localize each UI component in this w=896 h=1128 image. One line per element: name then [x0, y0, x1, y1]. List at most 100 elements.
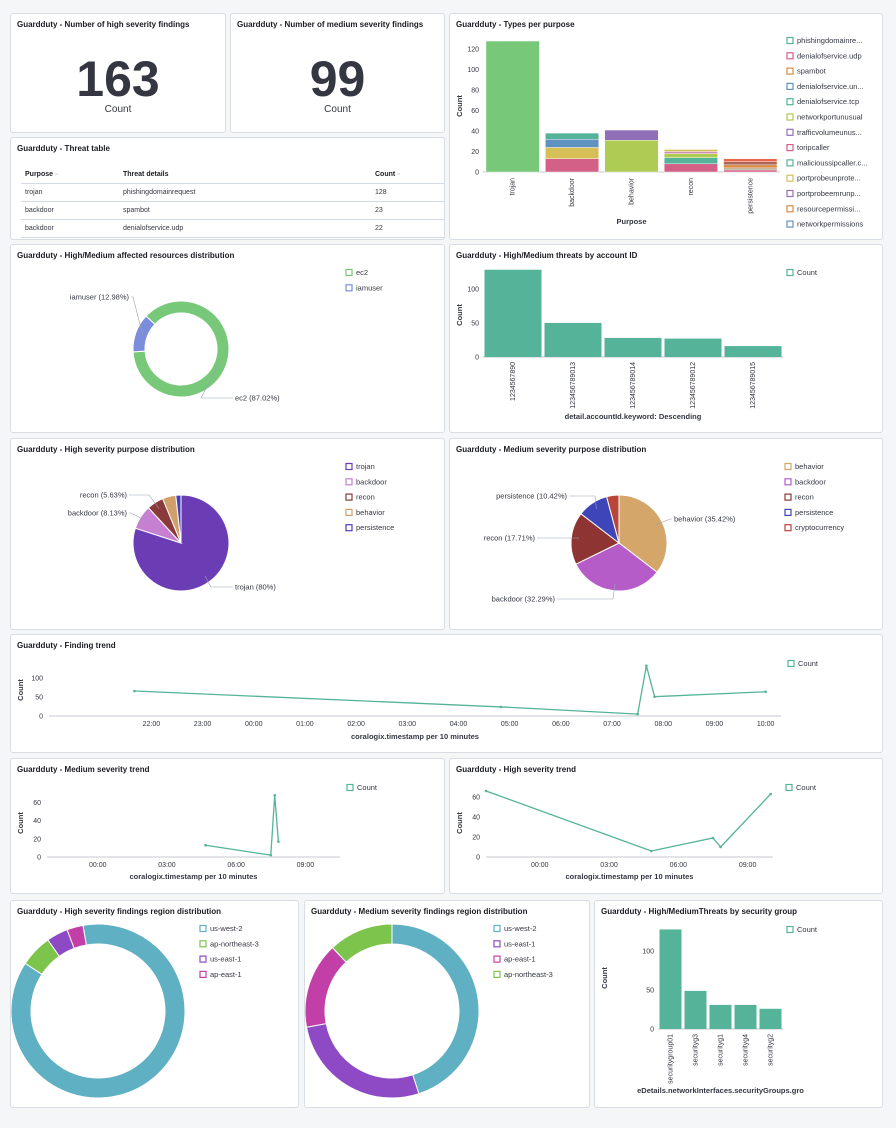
legend-label: behavior — [356, 508, 385, 517]
legend-label: ap-northeast-3 — [210, 939, 259, 948]
legend-label: ap-east-1 — [210, 970, 242, 979]
x-tick-label: 06:00 — [552, 721, 570, 728]
legend-swatch — [493, 940, 501, 948]
legend-swatch — [786, 82, 794, 91]
legend-swatch — [345, 284, 353, 292]
x-axis-title: coralogix.timestamp per 10 minutes — [351, 732, 479, 741]
data-point — [499, 705, 503, 709]
legend-swatch — [784, 508, 792, 517]
legend-label: networkportunusual — [797, 113, 863, 122]
panel-title: Guardduty - Types per purpose — [456, 20, 575, 29]
x-tick-label: 03:00 — [158, 862, 176, 869]
legend-label: persistence — [356, 523, 394, 532]
y-tick-label: 60 — [471, 108, 479, 115]
legend-swatch — [786, 144, 794, 152]
legend-label: portprobeemrunp... — [797, 189, 861, 198]
x-axis-title: coralogix.timestamp per 10 minutes — [130, 872, 258, 881]
y-tick-label: 40 — [472, 815, 480, 822]
label-leader-line — [200, 362, 233, 399]
legend-swatch — [786, 189, 794, 198]
sort-icon[interactable]: ▫ — [397, 171, 400, 178]
medium-region-panel: Guardduty - Medium severity findings reg… — [304, 900, 590, 1108]
x-tick-label: persistence — [747, 178, 754, 214]
table-cell: spambot — [119, 201, 371, 220]
data-point — [636, 712, 639, 716]
high-trend-panel: Guardduty - High severity trend 0 20 40 60 C… — [449, 758, 883, 894]
x-tick-label: 07:00 — [603, 721, 621, 728]
x-tick-label: 123456789015 — [750, 362, 757, 409]
legend-swatch — [786, 925, 794, 934]
legend-label: Count — [797, 925, 818, 934]
legend-swatch — [345, 462, 353, 471]
legend-swatch — [493, 970, 501, 979]
column-header-purpose[interactable]: Purpose ▫ — [21, 166, 119, 184]
pie-slice — [132, 300, 230, 398]
medium-severity-count: 99 — [309, 51, 366, 107]
y-axis-title: Count — [455, 812, 464, 834]
legend-label: networkpermissions — [797, 220, 864, 229]
slice-label: persistence (10.42%) — [496, 492, 567, 501]
metric-value-block: 99 Count — [231, 54, 444, 115]
stacked-bar-segment — [545, 158, 600, 173]
column-header-threat-details[interactable]: Threat details — [119, 166, 371, 184]
metric-label: Count — [104, 104, 132, 115]
legend-label: portprobeunprote... — [797, 174, 861, 183]
panel-title: Guardduty - Medium severity trend — [17, 765, 150, 774]
legend-swatch — [345, 268, 353, 277]
metric-value-block: 163 Count — [11, 54, 225, 115]
data-point — [645, 664, 648, 667]
legend-swatch — [784, 462, 792, 471]
bar — [684, 990, 707, 1029]
legend-label: ap-east-1 — [504, 955, 536, 964]
x-tick-label: 06:00 — [670, 862, 688, 869]
x-tick-label: 04:00 — [450, 721, 468, 728]
stacked-bar-segment — [723, 167, 778, 171]
table-cell: 23 — [371, 201, 444, 220]
legend-label: malicioussipcaller.c... — [797, 158, 867, 167]
label-leader-line — [129, 494, 160, 509]
stacked-bar-segment — [485, 40, 540, 173]
legend-label: denialofservice.un... — [797, 82, 864, 91]
bar — [484, 269, 542, 357]
series-line — [485, 790, 772, 852]
affected-resources-panel: Guardduty - High/Medium affected resourc… — [10, 244, 445, 433]
y-tick-label: 80 — [471, 88, 479, 95]
legend-swatch — [199, 940, 207, 948]
sort-icon[interactable]: ▫ — [54, 171, 58, 178]
panel-title: Guardduty - High/Medium threats by accou… — [456, 251, 638, 260]
legend-label: us-east-1 — [210, 955, 241, 964]
medium-purpose-panel: Guardduty - Medium severity purpose dist… — [449, 438, 883, 630]
stacked-bar-segment — [663, 151, 718, 154]
y-tick-label: 100 — [642, 949, 654, 956]
stacked-bar-segment — [604, 129, 659, 141]
legend-label: ec2 — [356, 268, 368, 277]
y-axis-title: Count — [455, 304, 464, 326]
legend-label: trafficvolumeunus... — [797, 128, 862, 137]
x-tick-label: securityg1 — [718, 1034, 725, 1066]
slice-label: backdoor (32.29%) — [492, 595, 556, 604]
stacked-bar-segment — [723, 161, 778, 166]
data-point — [653, 695, 656, 698]
x-axis-title: Purpose — [616, 217, 646, 226]
legend-swatch — [199, 955, 207, 963]
types-per-purpose-chart: 0 20 40 60 80 100 120 Count trojan backdoor behavi… — [455, 36, 867, 229]
y-axis-title: Count — [455, 95, 464, 117]
threat-table: Purpose ▫ Threat details Count ▫ trojan … — [21, 166, 444, 238]
x-tick-label: recon — [688, 178, 695, 196]
table-cell: 128 — [371, 183, 444, 202]
x-tick-label: 03:00 — [399, 721, 417, 728]
slice-label: recon (17.71%) — [484, 534, 536, 543]
stacked-bar-segment — [545, 132, 600, 140]
stacked-bar-segment — [545, 139, 600, 148]
y-tick-label: 40 — [471, 129, 479, 136]
bar — [604, 337, 662, 357]
x-tick-label: securityg3 — [693, 1034, 700, 1066]
legend-label: Count — [798, 659, 819, 668]
pie-slice — [605, 494, 620, 544]
x-tick-label: 123456789012 — [690, 362, 697, 409]
data-point — [133, 689, 136, 693]
y-tick-label: 0 — [37, 855, 41, 862]
column-header-count[interactable]: Count ▫ — [371, 166, 444, 184]
slice-label: backdoor (8.13%) — [68, 509, 128, 518]
legend-label: persistence — [795, 508, 833, 517]
